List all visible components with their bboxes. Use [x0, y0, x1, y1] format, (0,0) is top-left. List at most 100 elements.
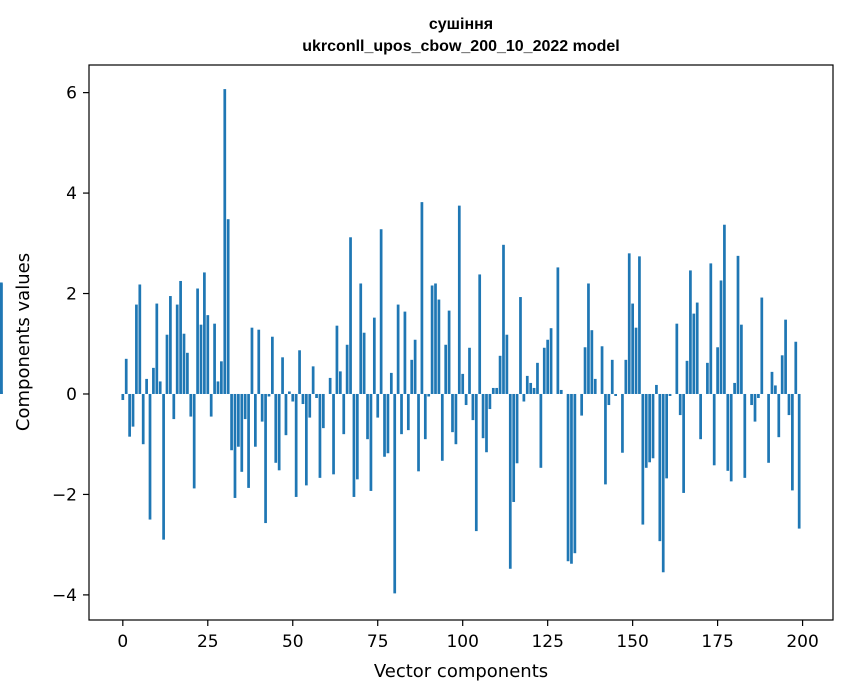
bar	[736, 255, 740, 394]
bar	[743, 393, 747, 478]
bar	[321, 393, 325, 429]
bar	[169, 296, 172, 394]
bar	[376, 393, 380, 418]
bar	[400, 393, 403, 435]
bar	[692, 313, 696, 394]
bar	[570, 393, 573, 564]
y-tick-label: 0	[66, 385, 77, 405]
x-tick-label: 125	[531, 632, 563, 652]
bar	[338, 371, 342, 394]
bar	[389, 372, 393, 394]
bar	[447, 310, 451, 394]
bar	[488, 393, 492, 410]
bar	[213, 323, 216, 394]
bar	[352, 393, 356, 497]
bar	[155, 303, 159, 394]
bar	[247, 393, 250, 488]
bar	[464, 393, 468, 406]
bar	[342, 393, 346, 435]
bar	[505, 334, 509, 394]
bar	[121, 393, 125, 401]
bar	[209, 393, 213, 417]
chart-subtitle: ukrconll_upos_cbow_200_10_2022 model	[302, 38, 619, 55]
bar	[158, 381, 162, 394]
bar	[206, 315, 210, 394]
x-tick-label: 50	[282, 632, 304, 652]
bar	[274, 393, 278, 463]
bar	[471, 393, 475, 421]
bar	[237, 393, 240, 447]
x-axis-ticks: 0 25 50 75 100 125 150 175 200	[117, 620, 819, 652]
x-tick-label: 25	[197, 632, 219, 652]
plot-frame	[88, 64, 834, 621]
bar	[634, 327, 638, 394]
bar	[128, 393, 131, 437]
bar	[328, 377, 332, 394]
bar	[124, 358, 128, 394]
bar	[230, 393, 233, 451]
bar	[308, 393, 312, 418]
bar	[291, 393, 295, 402]
bar	[682, 393, 685, 493]
bar	[648, 393, 651, 463]
bar	[417, 393, 420, 472]
bar	[410, 359, 414, 394]
bar	[689, 270, 692, 394]
bar	[631, 303, 634, 394]
bar	[539, 393, 543, 468]
bar	[508, 393, 512, 569]
bar	[678, 393, 682, 416]
bar	[600, 346, 604, 394]
bar	[240, 393, 244, 472]
bar	[719, 280, 723, 394]
bar	[706, 362, 709, 394]
bar	[621, 393, 624, 453]
bar	[661, 393, 665, 573]
bar	[502, 244, 505, 394]
bar	[264, 393, 267, 524]
bar	[192, 393, 196, 489]
bar	[243, 393, 247, 420]
bar	[593, 378, 597, 394]
bar	[430, 285, 434, 394]
bar	[420, 202, 424, 394]
bar	[152, 367, 155, 394]
bar	[250, 327, 254, 394]
bar	[454, 393, 458, 445]
bar	[549, 328, 553, 394]
chart-title: сушіння	[429, 16, 493, 33]
bar	[0, 391, 3, 394]
bar	[559, 389, 563, 394]
bar	[406, 393, 410, 431]
bar	[532, 387, 536, 394]
bar	[165, 334, 169, 394]
x-tick-label: 175	[701, 632, 733, 652]
x-tick-label: 0	[117, 632, 128, 652]
bar	[369, 393, 373, 491]
bar	[512, 393, 516, 502]
bar	[610, 359, 614, 394]
bar	[774, 385, 777, 394]
bar	[186, 352, 189, 394]
y-tick-label: −4	[52, 586, 77, 606]
bar	[491, 387, 495, 394]
bar	[614, 393, 618, 396]
bar	[172, 393, 176, 420]
bar	[301, 393, 305, 405]
bar	[641, 393, 645, 525]
bar	[162, 393, 165, 540]
bar	[267, 393, 271, 397]
y-axis-label: Components values	[13, 253, 34, 431]
bar	[685, 360, 689, 394]
bar	[753, 393, 757, 422]
bar	[767, 393, 770, 463]
bar	[318, 393, 322, 478]
bar	[444, 344, 448, 394]
bar	[362, 332, 366, 394]
bar	[651, 393, 655, 459]
bar	[366, 393, 369, 440]
bar	[131, 393, 135, 427]
bar	[723, 224, 726, 394]
bar	[199, 324, 203, 394]
